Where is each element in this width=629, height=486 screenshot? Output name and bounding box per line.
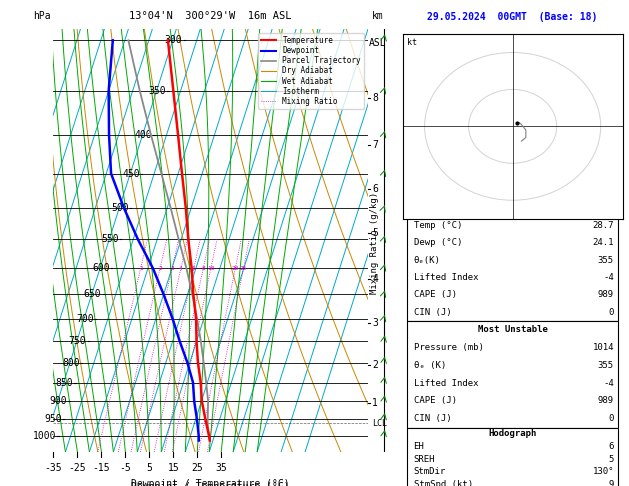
Text: 13°04'N  300°29'W  16m ASL: 13°04'N 300°29'W 16m ASL [130,11,292,21]
Text: CIN (J): CIN (J) [414,308,451,316]
Text: 700: 700 [76,314,94,324]
Text: StmSpd (kt): StmSpd (kt) [414,480,472,486]
Bar [407,199,618,321]
Text: Pressure (mb): Pressure (mb) [414,343,484,352]
Text: 5: 5 [608,455,614,464]
Text: Hodograph: Hodograph [489,430,537,438]
Text: 29.05.2024  00GMT  (Base: 18): 29.05.2024 00GMT (Base: 18) [428,12,598,22]
Text: 3: 3 [170,265,174,271]
Text: Dewpoint / Temperature (°C): Dewpoint / Temperature (°C) [131,482,290,486]
Text: 950: 950 [44,414,62,424]
Text: Mixing Ratio (g/kg): Mixing Ratio (g/kg) [370,192,379,294]
Text: 650: 650 [84,289,101,299]
Text: θₑ (K): θₑ (K) [414,361,446,370]
Text: 300: 300 [165,35,182,45]
Text: 6: 6 [192,265,196,271]
Text: 1000: 1000 [33,431,56,441]
Text: 35: 35 [215,463,227,472]
Text: 989: 989 [598,290,614,299]
Text: 4: 4 [372,274,378,284]
Text: 3: 3 [372,318,378,329]
Text: 750: 750 [69,336,86,347]
Text: 550: 550 [101,234,119,244]
Text: 355: 355 [598,361,614,370]
Text: 8: 8 [372,93,378,104]
Text: 450: 450 [122,169,140,178]
Text: StmDir: StmDir [414,468,446,476]
Text: 4.24: 4.24 [593,183,614,192]
Legend: Temperature, Dewpoint, Parcel Trajectory, Dry Adiabat, Wet Adiabat, Isotherm, Mi: Temperature, Dewpoint, Parcel Trajectory… [258,33,364,109]
Text: 5: 5 [372,228,378,239]
Text: 9: 9 [608,480,614,486]
Text: hPa: hPa [33,11,50,21]
Text: 4: 4 [179,265,183,271]
Text: -4: -4 [603,379,614,388]
Bar [407,131,618,199]
Text: Dewp (°C): Dewp (°C) [414,238,462,247]
Text: θₑ(K): θₑ(K) [414,256,440,264]
Text: 350: 350 [148,86,166,96]
Text: 40: 40 [603,161,614,170]
Text: Lifted Index: Lifted Index [414,379,478,388]
Text: 1: 1 [139,265,143,271]
Text: 15: 15 [167,463,179,472]
Text: 500: 500 [111,203,129,213]
Text: -15: -15 [92,463,110,472]
Text: EH: EH [414,442,425,451]
Text: 25: 25 [191,463,203,472]
Text: 850: 850 [55,378,73,387]
Text: 7: 7 [372,140,378,150]
Bar [407,428,618,486]
Text: km: km [372,11,384,21]
Text: 2: 2 [372,360,378,370]
Text: 0: 0 [608,308,614,316]
Text: 6: 6 [608,442,614,451]
Text: Most Unstable: Most Unstable [477,325,548,334]
Text: CAPE (J): CAPE (J) [414,397,457,405]
Text: PW (cm): PW (cm) [414,183,451,192]
Text: 10: 10 [207,265,214,271]
Text: Temp (°C): Temp (°C) [414,221,462,230]
Text: 1014: 1014 [593,343,614,352]
Text: 20: 20 [231,265,239,271]
Text: 25: 25 [240,265,247,271]
Text: 25: 25 [603,138,614,147]
Text: 800: 800 [62,358,79,367]
Text: 28.7: 28.7 [593,221,614,230]
Text: 8: 8 [201,265,205,271]
Text: 2: 2 [159,265,162,271]
Text: 989: 989 [598,397,614,405]
Text: Surface: Surface [494,204,532,212]
Text: 400: 400 [135,130,152,140]
Text: 130°: 130° [593,468,614,476]
Text: 6: 6 [372,184,378,194]
Text: 1: 1 [372,398,378,408]
Text: K: K [414,138,419,147]
Text: 24.1: 24.1 [593,238,614,247]
Text: Lifted Index: Lifted Index [414,273,478,282]
Text: SREH: SREH [414,455,435,464]
Text: Dewpoint / Temperature (°C): Dewpoint / Temperature (°C) [131,480,290,486]
Text: kt: kt [407,38,417,47]
Text: CAPE (J): CAPE (J) [414,290,457,299]
Text: 5: 5 [147,463,152,472]
Text: -5: -5 [120,463,131,472]
Text: LCL: LCL [372,419,387,428]
Text: 0: 0 [608,414,614,423]
Text: 900: 900 [50,396,67,406]
Text: ASL: ASL [369,37,386,48]
Text: -25: -25 [69,463,86,472]
Text: 355: 355 [598,256,614,264]
Bar [407,321,618,428]
Text: Totals Totals: Totals Totals [414,161,484,170]
Text: -35: -35 [45,463,62,472]
Text: 600: 600 [92,263,109,273]
Text: -4: -4 [603,273,614,282]
Text: CIN (J): CIN (J) [414,414,451,423]
